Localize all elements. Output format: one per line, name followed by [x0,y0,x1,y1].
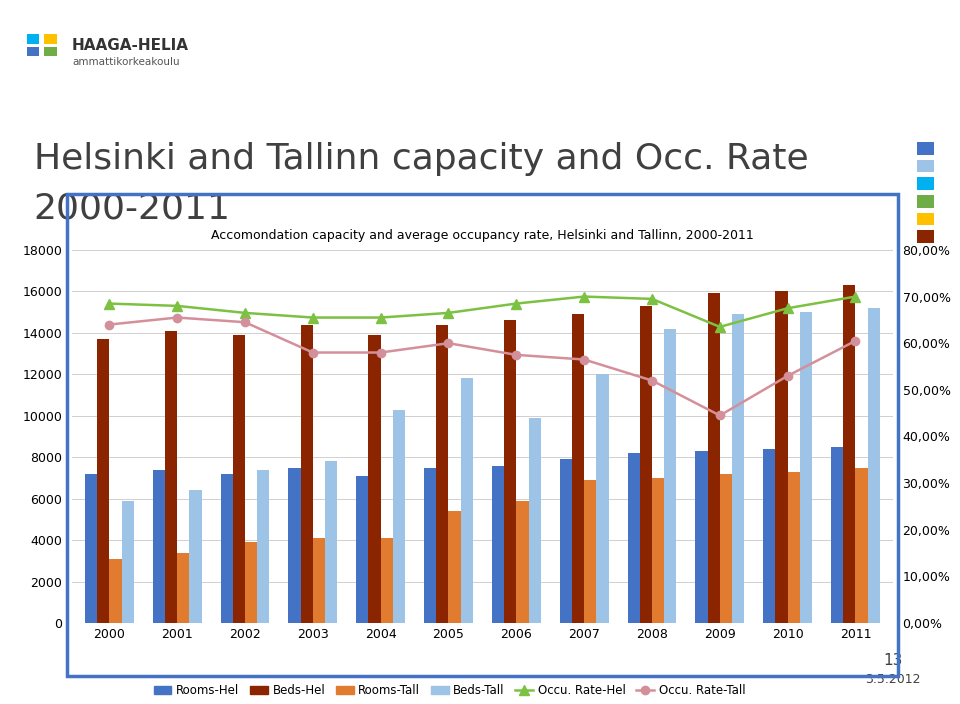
Bar [245,542,257,623]
Bar [153,470,165,623]
Bar [122,501,133,623]
Bar [708,294,720,623]
Bar [325,461,337,623]
Bar [300,325,313,623]
Text: 3.5.2012: 3.5.2012 [865,673,921,686]
Bar [97,339,109,623]
Bar [584,480,596,623]
Bar [596,375,609,623]
Bar [787,472,800,623]
Bar [800,312,812,623]
Bar [448,511,461,623]
Bar [831,447,843,623]
Text: ammattikorkeakoulu: ammattikorkeakoulu [72,57,180,67]
Bar [369,335,381,623]
Bar [232,335,245,623]
Bar [436,325,448,623]
Bar [572,314,584,623]
Bar [84,474,97,623]
Bar [695,451,708,623]
Bar [221,474,232,623]
Bar [843,285,855,623]
Text: 2000-2011: 2000-2011 [34,191,230,225]
Bar [855,467,868,623]
Bar [381,538,393,623]
Text: Helsinki and Tallinn capacity and Occ. Rate: Helsinki and Tallinn capacity and Occ. R… [34,142,808,176]
Bar [257,470,270,623]
Bar [504,320,516,623]
Bar [639,306,652,623]
Bar [288,467,300,623]
Bar [165,331,178,623]
Bar [776,291,787,623]
Legend: Rooms-Hel, Beds-Hel, Rooms-Tall, Beds-Tall, Occu. Rate-Hel, Occu. Rate-Tall: Rooms-Hel, Beds-Hel, Rooms-Tall, Beds-Ta… [149,679,750,702]
Bar [516,501,529,623]
Bar [356,476,369,623]
Title: Accomondation capacity and average occupancy rate, Helsinki and Tallinn, 2000-20: Accomondation capacity and average occup… [211,229,754,241]
Text: HAAGA-HELIA: HAAGA-HELIA [72,38,189,54]
Bar [652,478,664,623]
Bar [109,559,122,623]
Bar [628,453,639,623]
Bar [732,314,744,623]
Bar [763,449,776,623]
Text: 13: 13 [883,653,902,668]
Bar [461,379,473,623]
Bar [492,465,504,623]
Bar [664,329,677,623]
Bar [720,474,732,623]
Bar [393,410,405,623]
Bar [178,553,189,623]
Bar [424,467,436,623]
Bar [868,308,880,623]
Bar [313,538,325,623]
Bar [189,491,202,623]
Bar [529,417,540,623]
Bar [560,459,572,623]
